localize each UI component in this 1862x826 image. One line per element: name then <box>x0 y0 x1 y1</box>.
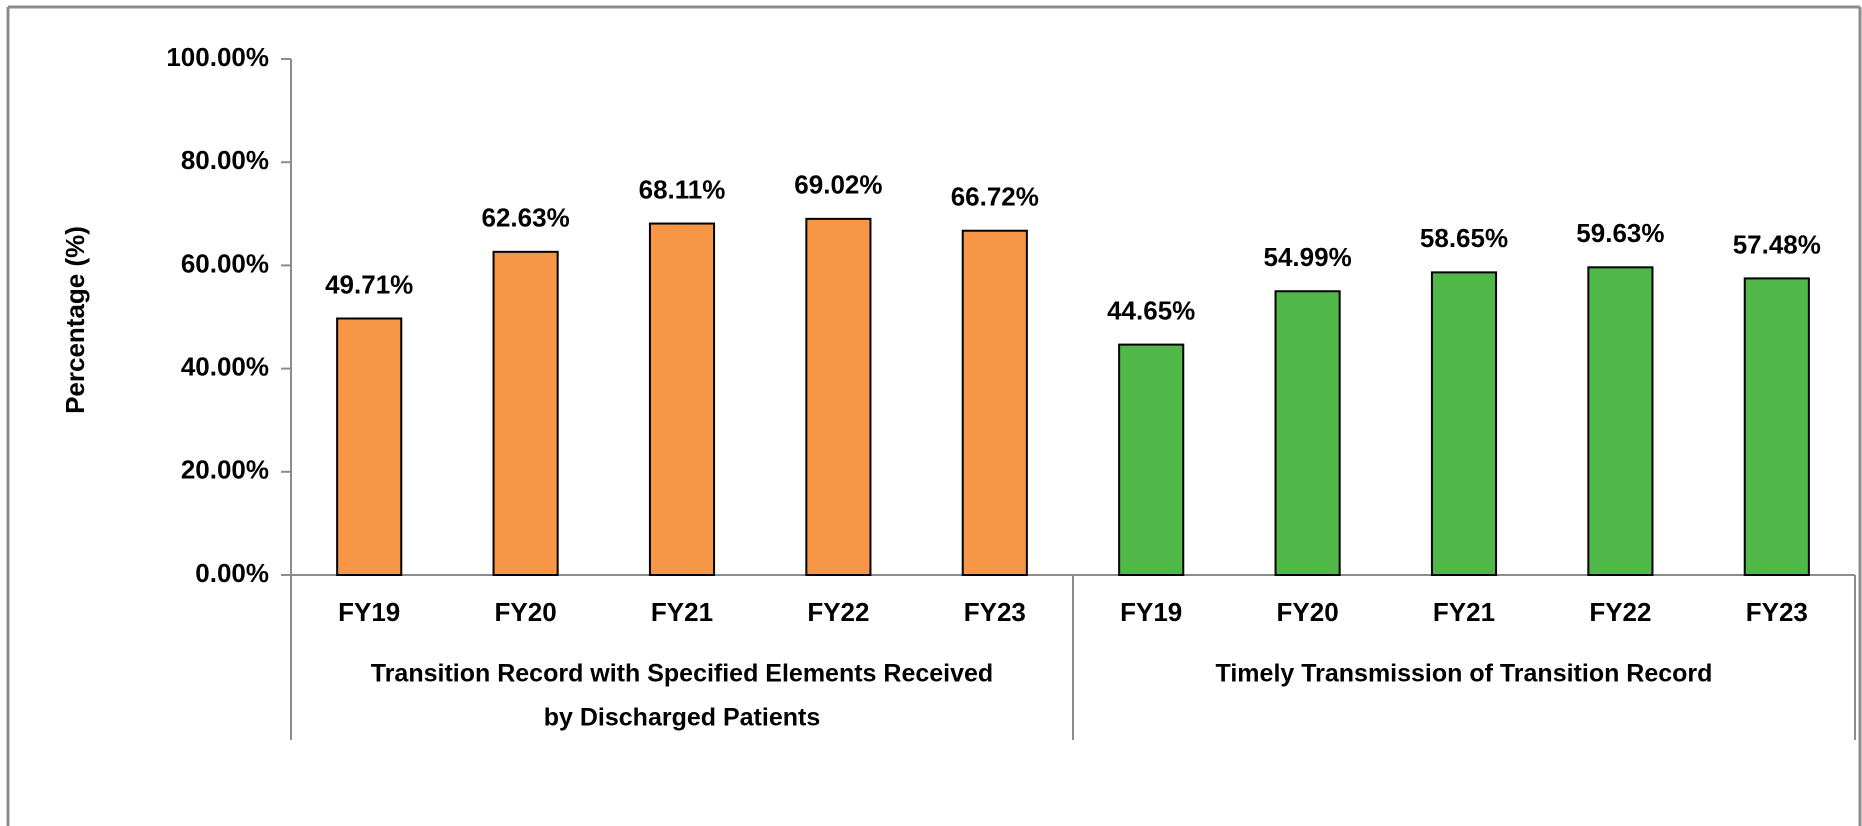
x-tick-label: FY22 <box>807 597 869 627</box>
x-tick-label: FY21 <box>1433 597 1495 627</box>
x-tick-label: FY21 <box>651 597 713 627</box>
bar <box>1118 343 1185 576</box>
value-label: 69.02% <box>794 170 882 200</box>
y-tick-label: 0.00% <box>195 558 269 588</box>
bar <box>336 317 403 576</box>
y-tick-label: 100.00% <box>166 42 269 72</box>
group-label: Transition Record with Specified Element… <box>371 660 993 688</box>
x-tick-label: FY19 <box>1120 597 1182 627</box>
x-tick-label: FY19 <box>338 597 400 627</box>
bar <box>1430 271 1498 576</box>
value-label: 44.65% <box>1107 295 1195 325</box>
value-label: 68.11% <box>639 174 726 204</box>
y-tick-label: 40.00% <box>181 351 269 381</box>
value-label: 49.71% <box>325 269 413 299</box>
y-axis-title: Percentage (%) <box>60 226 90 414</box>
x-tick-label: FY23 <box>1746 597 1808 627</box>
group-label: by Discharged Patients <box>544 704 820 732</box>
x-tick-label: FY23 <box>964 597 1026 627</box>
y-tick-label: 80.00% <box>181 145 269 175</box>
x-tick-label: FY20 <box>495 597 557 627</box>
group-label: Timely Transmission of Transition Record <box>1216 660 1713 688</box>
bar <box>492 250 559 576</box>
value-label: 59.63% <box>1576 218 1664 248</box>
x-tick-label: FY22 <box>1589 597 1651 627</box>
bar <box>1743 277 1810 576</box>
bar <box>961 229 1028 576</box>
bar <box>1274 290 1341 576</box>
value-label: 54.99% <box>1264 242 1352 272</box>
bar <box>648 222 716 576</box>
y-tick-label: 20.00% <box>181 455 269 485</box>
value-label: 57.48% <box>1733 229 1821 259</box>
bar <box>1587 266 1654 576</box>
bar <box>805 217 872 576</box>
value-label: 66.72% <box>951 182 1039 212</box>
value-label: 58.65% <box>1420 223 1508 253</box>
value-label: 62.63% <box>482 203 570 233</box>
x-tick-label: FY20 <box>1277 597 1339 627</box>
y-tick-label: 60.00% <box>181 248 269 278</box>
